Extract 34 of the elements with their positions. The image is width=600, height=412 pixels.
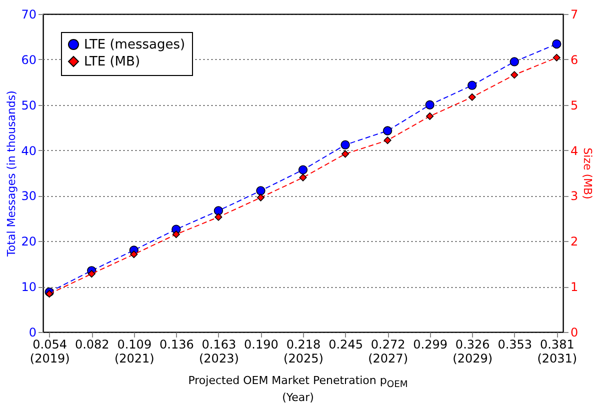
y2-axis-title: Size (MB) xyxy=(581,148,594,200)
y-axis-title: Total Messages (in thousands) xyxy=(5,90,18,258)
y2-tick-label: 0 xyxy=(570,326,578,340)
legend-label: LTE (messages) xyxy=(84,38,186,52)
x-tick-label: 0.163 (2023) xyxy=(198,338,239,366)
y2-tick-label: 7 xyxy=(570,8,578,22)
y-tick-label: 40 xyxy=(21,144,36,158)
y-tick-label: 0 xyxy=(28,326,36,340)
x-tick-label: 0.245 xyxy=(328,338,363,352)
x-tick-label: 0.326 (2029) xyxy=(452,338,493,366)
x-tick-label: 0.272 (2027) xyxy=(368,338,408,366)
x-tick-label: 0.082 xyxy=(74,338,110,352)
x-tick-label: 0.381 (2031) xyxy=(537,338,578,366)
y2-tick-label: 3 xyxy=(570,189,578,204)
x-tick-label: 0.136 xyxy=(159,338,194,352)
x-tick-label: 0.299 xyxy=(413,338,448,352)
x-tick-label: 0.190 xyxy=(244,338,278,352)
y-tick-label: 20 xyxy=(21,234,36,249)
x-tick-label: 0.353 xyxy=(498,338,532,352)
x-tick-label: 0.054 (2019) xyxy=(30,338,70,366)
y2-tick-label: 1 xyxy=(570,280,578,294)
x-tick-label: 0.109 (2021) xyxy=(114,338,154,366)
y2-tick-label: 2 xyxy=(570,234,578,249)
y-tick-label: 10 xyxy=(21,280,36,294)
y2-tick-label: 4 xyxy=(570,144,578,158)
y-tick-label: 70 xyxy=(21,8,36,22)
text: Projected OEM Market Penetration p$_{OEM}$ (Year) xyxy=(188,374,408,404)
y-tick-label: 60 xyxy=(21,52,36,67)
y2-tick-label: 6 xyxy=(570,52,578,67)
y-tick-label: 50 xyxy=(21,98,36,112)
y2-tick-label: 5 xyxy=(570,98,578,112)
x-tick-label: 0.218 (2025) xyxy=(284,338,324,366)
legend-label: LTE (MB) xyxy=(84,54,140,70)
y-tick-label: 30 xyxy=(21,189,36,204)
